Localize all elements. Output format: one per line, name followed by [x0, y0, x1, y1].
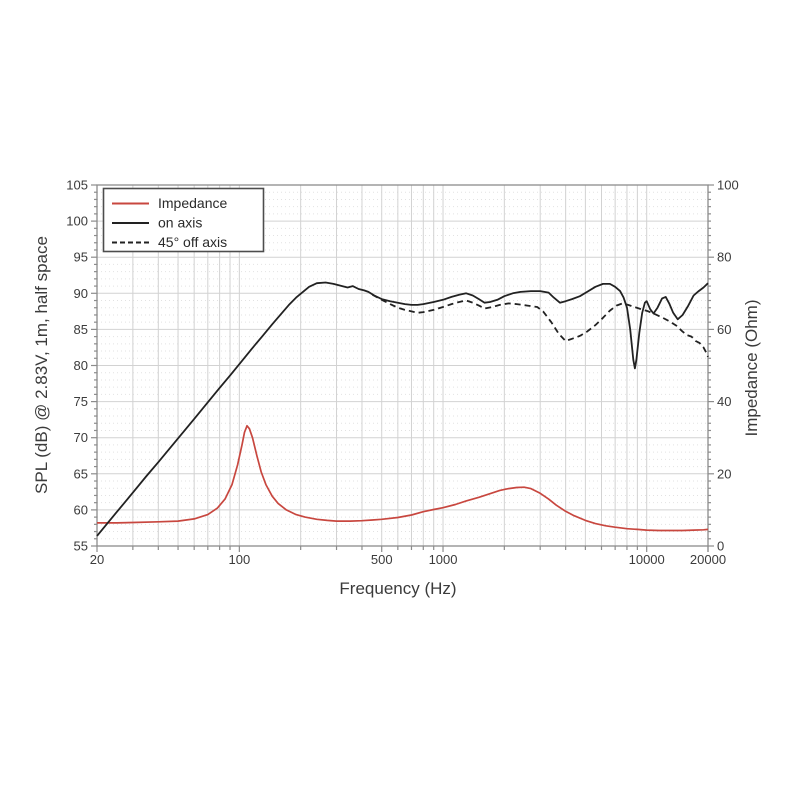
- y-left-tick-label: 105: [66, 178, 88, 193]
- off-axis-45-curve: [371, 293, 709, 358]
- legend: Impedance on axis 45° off axis: [102, 187, 265, 253]
- y-left-tick-label: 85: [74, 322, 88, 337]
- y-left-tick-label: 95: [74, 250, 88, 265]
- y-left-tick-label: 100: [66, 214, 88, 229]
- x-tick-label: 1000: [429, 552, 458, 567]
- y-axis-left: [91, 184, 97, 547]
- y-right-tick-label: 40: [717, 394, 731, 409]
- y-left-tick-label: 80: [74, 358, 88, 373]
- x-tick-label: 20000: [690, 552, 726, 567]
- legend-label-off-axis: 45° off axis: [158, 234, 227, 250]
- y-axis-right-label: Impedance (Ohm): [742, 300, 761, 437]
- x-axis: [96, 546, 709, 552]
- y-left-tick-label: 55: [74, 539, 88, 554]
- legend-label-impedance: Impedance: [158, 195, 227, 211]
- x-tick-label: 100: [229, 552, 251, 567]
- on-axis-curve: [96, 281, 709, 537]
- x-tick-label: 20: [90, 552, 104, 567]
- y-left-tick-label: 70: [74, 430, 88, 445]
- y-left-tick-label: 90: [74, 286, 88, 301]
- y-right-tick-label: 0: [717, 539, 724, 554]
- y-left-tick-label: 75: [74, 394, 88, 409]
- y-right-tick-label: 20: [717, 466, 731, 481]
- y-left-tick-label: 65: [74, 466, 88, 481]
- legend-item-impedance: Impedance: [112, 195, 227, 211]
- legend-box: [102, 187, 265, 253]
- y-axis-left-label: SPL (dB) @ 2.83V, 1m, half space: [32, 236, 51, 494]
- y-right-tick-label: 100: [717, 178, 739, 193]
- y-axis-left-tick-labels: 55 60 65 70 75 80 85 90 95 100 105: [66, 178, 88, 554]
- impedance-curve: [97, 424, 709, 532]
- x-axis-label: Frequency (Hz): [339, 579, 456, 598]
- x-axis-tick-labels: 20 100 500 1000 10000 20000: [90, 552, 726, 567]
- x-tick-label: 500: [371, 552, 393, 567]
- legend-label-on-axis: on axis: [158, 215, 202, 231]
- y-axis-right: [708, 184, 714, 547]
- y-left-tick-label: 60: [74, 502, 88, 517]
- x-tick-label: 10000: [629, 552, 665, 567]
- legend-item-on-axis: on axis: [112, 215, 202, 231]
- y-right-tick-label: 80: [717, 250, 731, 265]
- legend-item-off-axis: 45° off axis: [112, 234, 227, 250]
- y-right-tick-label: 60: [717, 322, 731, 337]
- y-axis-right-tick-labels: 0 20 40 60 80 100: [717, 178, 739, 554]
- curves: [96, 281, 709, 537]
